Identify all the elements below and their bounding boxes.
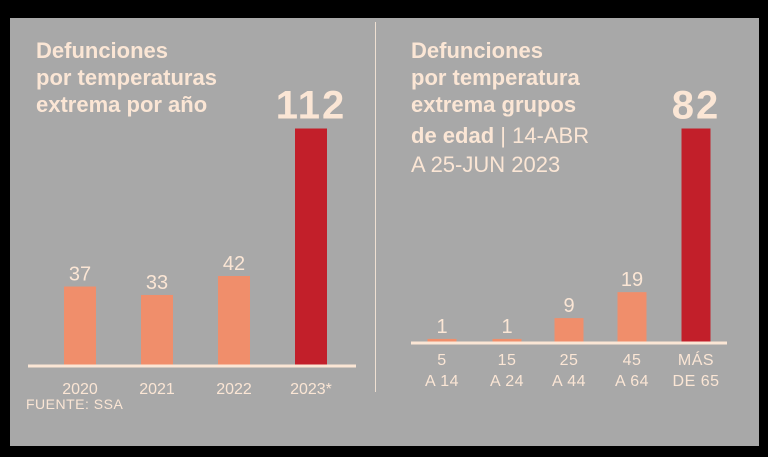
left-value-label: 37	[69, 264, 91, 286]
left-value-label: 42	[223, 253, 245, 275]
right-title-line-4-light: | 14-ABR	[494, 123, 590, 148]
right-value-label: 19	[621, 269, 643, 291]
left-category-label: 2020	[62, 381, 98, 398]
panel-divider	[375, 22, 376, 392]
left-title-line-1: Defunciones	[36, 38, 169, 63]
left-bar	[141, 294, 173, 365]
left-category-label: 2021	[139, 381, 175, 398]
right-title-line-5: A 25-JUN 2023	[411, 152, 561, 177]
right-category-label: A 24	[490, 373, 524, 390]
right-category-label: 15	[498, 352, 517, 369]
right-bar	[492, 338, 522, 342]
left-category-label: 2023*	[290, 381, 332, 398]
left-chart-title: Defunciones por temperaturas extrema por…	[36, 37, 217, 118]
right-title-line-4: de edad | 14-ABR	[411, 122, 589, 149]
left-bar	[218, 276, 250, 365]
right-title-line-1: Defunciones	[411, 38, 544, 63]
right-chart-title: Defunciones por temperatura extrema grup…	[411, 37, 589, 178]
source-note: FUENTE: SSA	[26, 396, 124, 412]
right-title-line-2: por temperatura	[411, 65, 580, 90]
left-category-label: 2022	[216, 381, 252, 398]
left-value-label: 112	[276, 84, 347, 128]
right-title-line-3: extrema grupos	[411, 92, 577, 117]
left-value-label: 33	[146, 272, 168, 294]
right-category-label: A 64	[615, 373, 649, 390]
right-title-line-4-bold: de edad	[411, 123, 495, 148]
right-category-label: A 14	[425, 373, 459, 390]
right-bar	[554, 318, 584, 342]
right-value-label: 1	[501, 316, 512, 338]
right-bar	[681, 128, 711, 342]
right-bar	[427, 338, 457, 342]
left-title-line-3: extrema por año	[36, 92, 208, 117]
right-category-label: 25	[560, 352, 579, 369]
infographic-panel	[10, 18, 759, 446]
left-bar	[64, 286, 96, 365]
left-title-line-2: por temperaturas	[36, 65, 217, 90]
right-category-label: MÁS	[678, 350, 714, 369]
left-bar	[295, 128, 327, 365]
right-bar	[617, 292, 647, 342]
right-category-label: 5	[437, 352, 446, 369]
right-value-label: 1	[436, 316, 447, 338]
right-category-label: A 44	[552, 373, 586, 390]
right-category-label: DE 65	[673, 373, 720, 390]
right-value-label: 9	[563, 295, 574, 317]
right-category-label: 45	[623, 352, 642, 369]
right-value-label: 82	[672, 84, 721, 128]
